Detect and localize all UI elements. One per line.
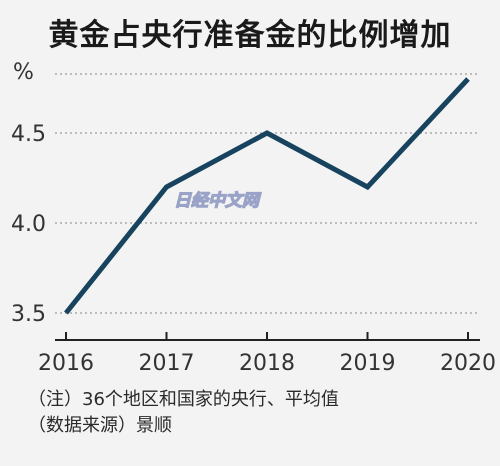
y-tick-label: 4.5 bbox=[11, 122, 46, 147]
footnote: （注）36个地区和国家的央行、平均值 bbox=[28, 389, 339, 410]
y-tick-label: 3.5 bbox=[11, 302, 46, 327]
watermark: 日经中文网 bbox=[174, 191, 262, 211]
x-tick-label: 2017 bbox=[139, 351, 195, 376]
series-line bbox=[64, 77, 470, 315]
x-tick-label: 2019 bbox=[340, 351, 396, 376]
y-tick-label: 4.0 bbox=[11, 212, 46, 237]
y-axis-unit: % bbox=[13, 60, 34, 85]
chart-title: 黄金占央行准备金的比例增加 bbox=[48, 18, 452, 53]
x-tick-label: 2018 bbox=[239, 351, 295, 376]
x-tick-label: 2020 bbox=[440, 351, 496, 376]
x-tick-label: 2016 bbox=[38, 351, 94, 376]
source-note: （数据来源）景顺 bbox=[28, 415, 172, 436]
